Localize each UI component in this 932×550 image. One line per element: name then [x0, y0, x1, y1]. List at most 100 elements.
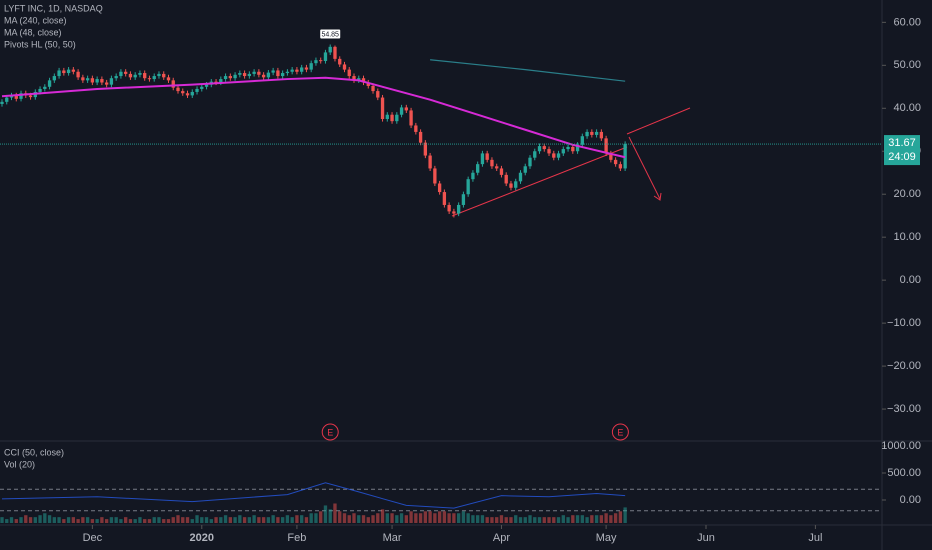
candle-body	[561, 149, 565, 154]
volume-bar	[43, 513, 47, 523]
volume-bar	[452, 513, 456, 523]
volume-bar	[371, 515, 375, 523]
candle-body	[390, 114, 394, 122]
candle-body	[214, 81, 218, 83]
y-tick-label: −30.00	[887, 403, 921, 415]
candle-body	[247, 73, 252, 77]
volume-bar	[238, 515, 242, 523]
candle-body	[604, 138, 608, 154]
candle-body	[409, 110, 413, 126]
candle-body	[295, 69, 299, 72]
legend-entry: CCI (50, close)	[4, 447, 64, 457]
last-price-label: 31.67	[888, 137, 916, 149]
candle-body	[66, 69, 71, 74]
volume-bar	[542, 517, 546, 523]
candle-body	[395, 114, 399, 122]
volume-bar	[547, 517, 551, 523]
candle-body	[124, 71, 128, 74]
volume-bar	[280, 517, 285, 523]
candle-body	[571, 146, 575, 152]
candle-body	[242, 73, 247, 77]
volume-bar	[385, 513, 389, 523]
x-tick-label: Apr	[493, 532, 510, 544]
volume-bar	[166, 519, 171, 523]
volume-bar	[138, 517, 142, 523]
trend-line	[626, 107, 691, 135]
event-label: E	[327, 427, 333, 437]
volume-bar	[300, 515, 304, 523]
candle-body	[537, 146, 542, 152]
candle-body	[104, 82, 109, 85]
candle-body	[119, 71, 123, 77]
volume-bar	[428, 511, 432, 523]
candle-body	[547, 149, 551, 154]
y-tick-label: 500.00	[887, 467, 921, 479]
candle-body	[81, 77, 85, 81]
candle-body	[138, 73, 142, 75]
volume-bar	[304, 517, 309, 523]
volume-bar	[376, 513, 380, 523]
candle-body	[333, 46, 337, 59]
cci-line	[1, 482, 626, 509]
candle-body	[347, 69, 351, 77]
volume-bar	[466, 513, 470, 523]
candle-body	[380, 97, 385, 120]
candle-body	[157, 73, 161, 77]
y-tick-label: 60.00	[893, 16, 921, 28]
volume-bar	[33, 517, 37, 523]
candle-body	[542, 146, 546, 150]
candle-body	[599, 131, 604, 139]
volume-bar	[295, 515, 299, 523]
candle-body	[219, 79, 223, 83]
volume-bar	[433, 513, 437, 523]
candle-body	[109, 78, 114, 85]
candle-body	[452, 211, 456, 214]
candle-body	[261, 74, 266, 78]
pivot-label: 54.85	[321, 31, 339, 38]
volume-bar	[204, 517, 209, 523]
volume-bar	[404, 515, 408, 523]
volume-bar	[147, 519, 152, 523]
volume-bar	[561, 515, 565, 523]
volume-bar	[200, 517, 204, 523]
volume-bar	[85, 517, 90, 523]
volume-bar	[552, 517, 556, 523]
candle-body	[323, 52, 328, 62]
volume-bar	[590, 515, 594, 523]
candle-body	[90, 78, 95, 83]
candle-body	[28, 95, 33, 98]
volume-bar	[442, 511, 447, 523]
candle-body	[166, 77, 171, 81]
candle-body	[371, 85, 375, 92]
volume-bar	[109, 517, 114, 523]
candle-body	[590, 131, 594, 135]
volume-bar	[76, 519, 80, 523]
volume-bar	[0, 517, 4, 523]
volume-bar	[338, 511, 342, 523]
candle-body	[552, 153, 556, 158]
candle-body	[423, 142, 428, 156]
candle-body	[152, 76, 156, 80]
volume-bar	[594, 515, 599, 523]
volume-bar	[347, 515, 351, 523]
candle-body	[285, 71, 290, 74]
volume-bar	[261, 517, 266, 523]
candle-body	[176, 87, 180, 92]
y-tick-label: 0.00	[900, 274, 921, 286]
pivot-box	[320, 29, 341, 39]
candle-body	[594, 131, 599, 135]
candle-body	[290, 69, 294, 72]
volume-bar	[9, 517, 14, 523]
volume-bar	[100, 517, 104, 523]
candle-body	[447, 204, 451, 212]
legend-title: LYFT INC, 1D, NASDAQ	[4, 3, 103, 13]
candle-body	[128, 73, 133, 78]
candle-body	[533, 151, 537, 158]
candle-body	[361, 78, 366, 83]
volume-bar	[537, 517, 542, 523]
volume-bar	[266, 517, 271, 523]
volume-bar	[623, 507, 627, 523]
volume-bar	[309, 513, 313, 523]
volume-bar	[476, 515, 480, 523]
candle-body	[461, 194, 466, 205]
